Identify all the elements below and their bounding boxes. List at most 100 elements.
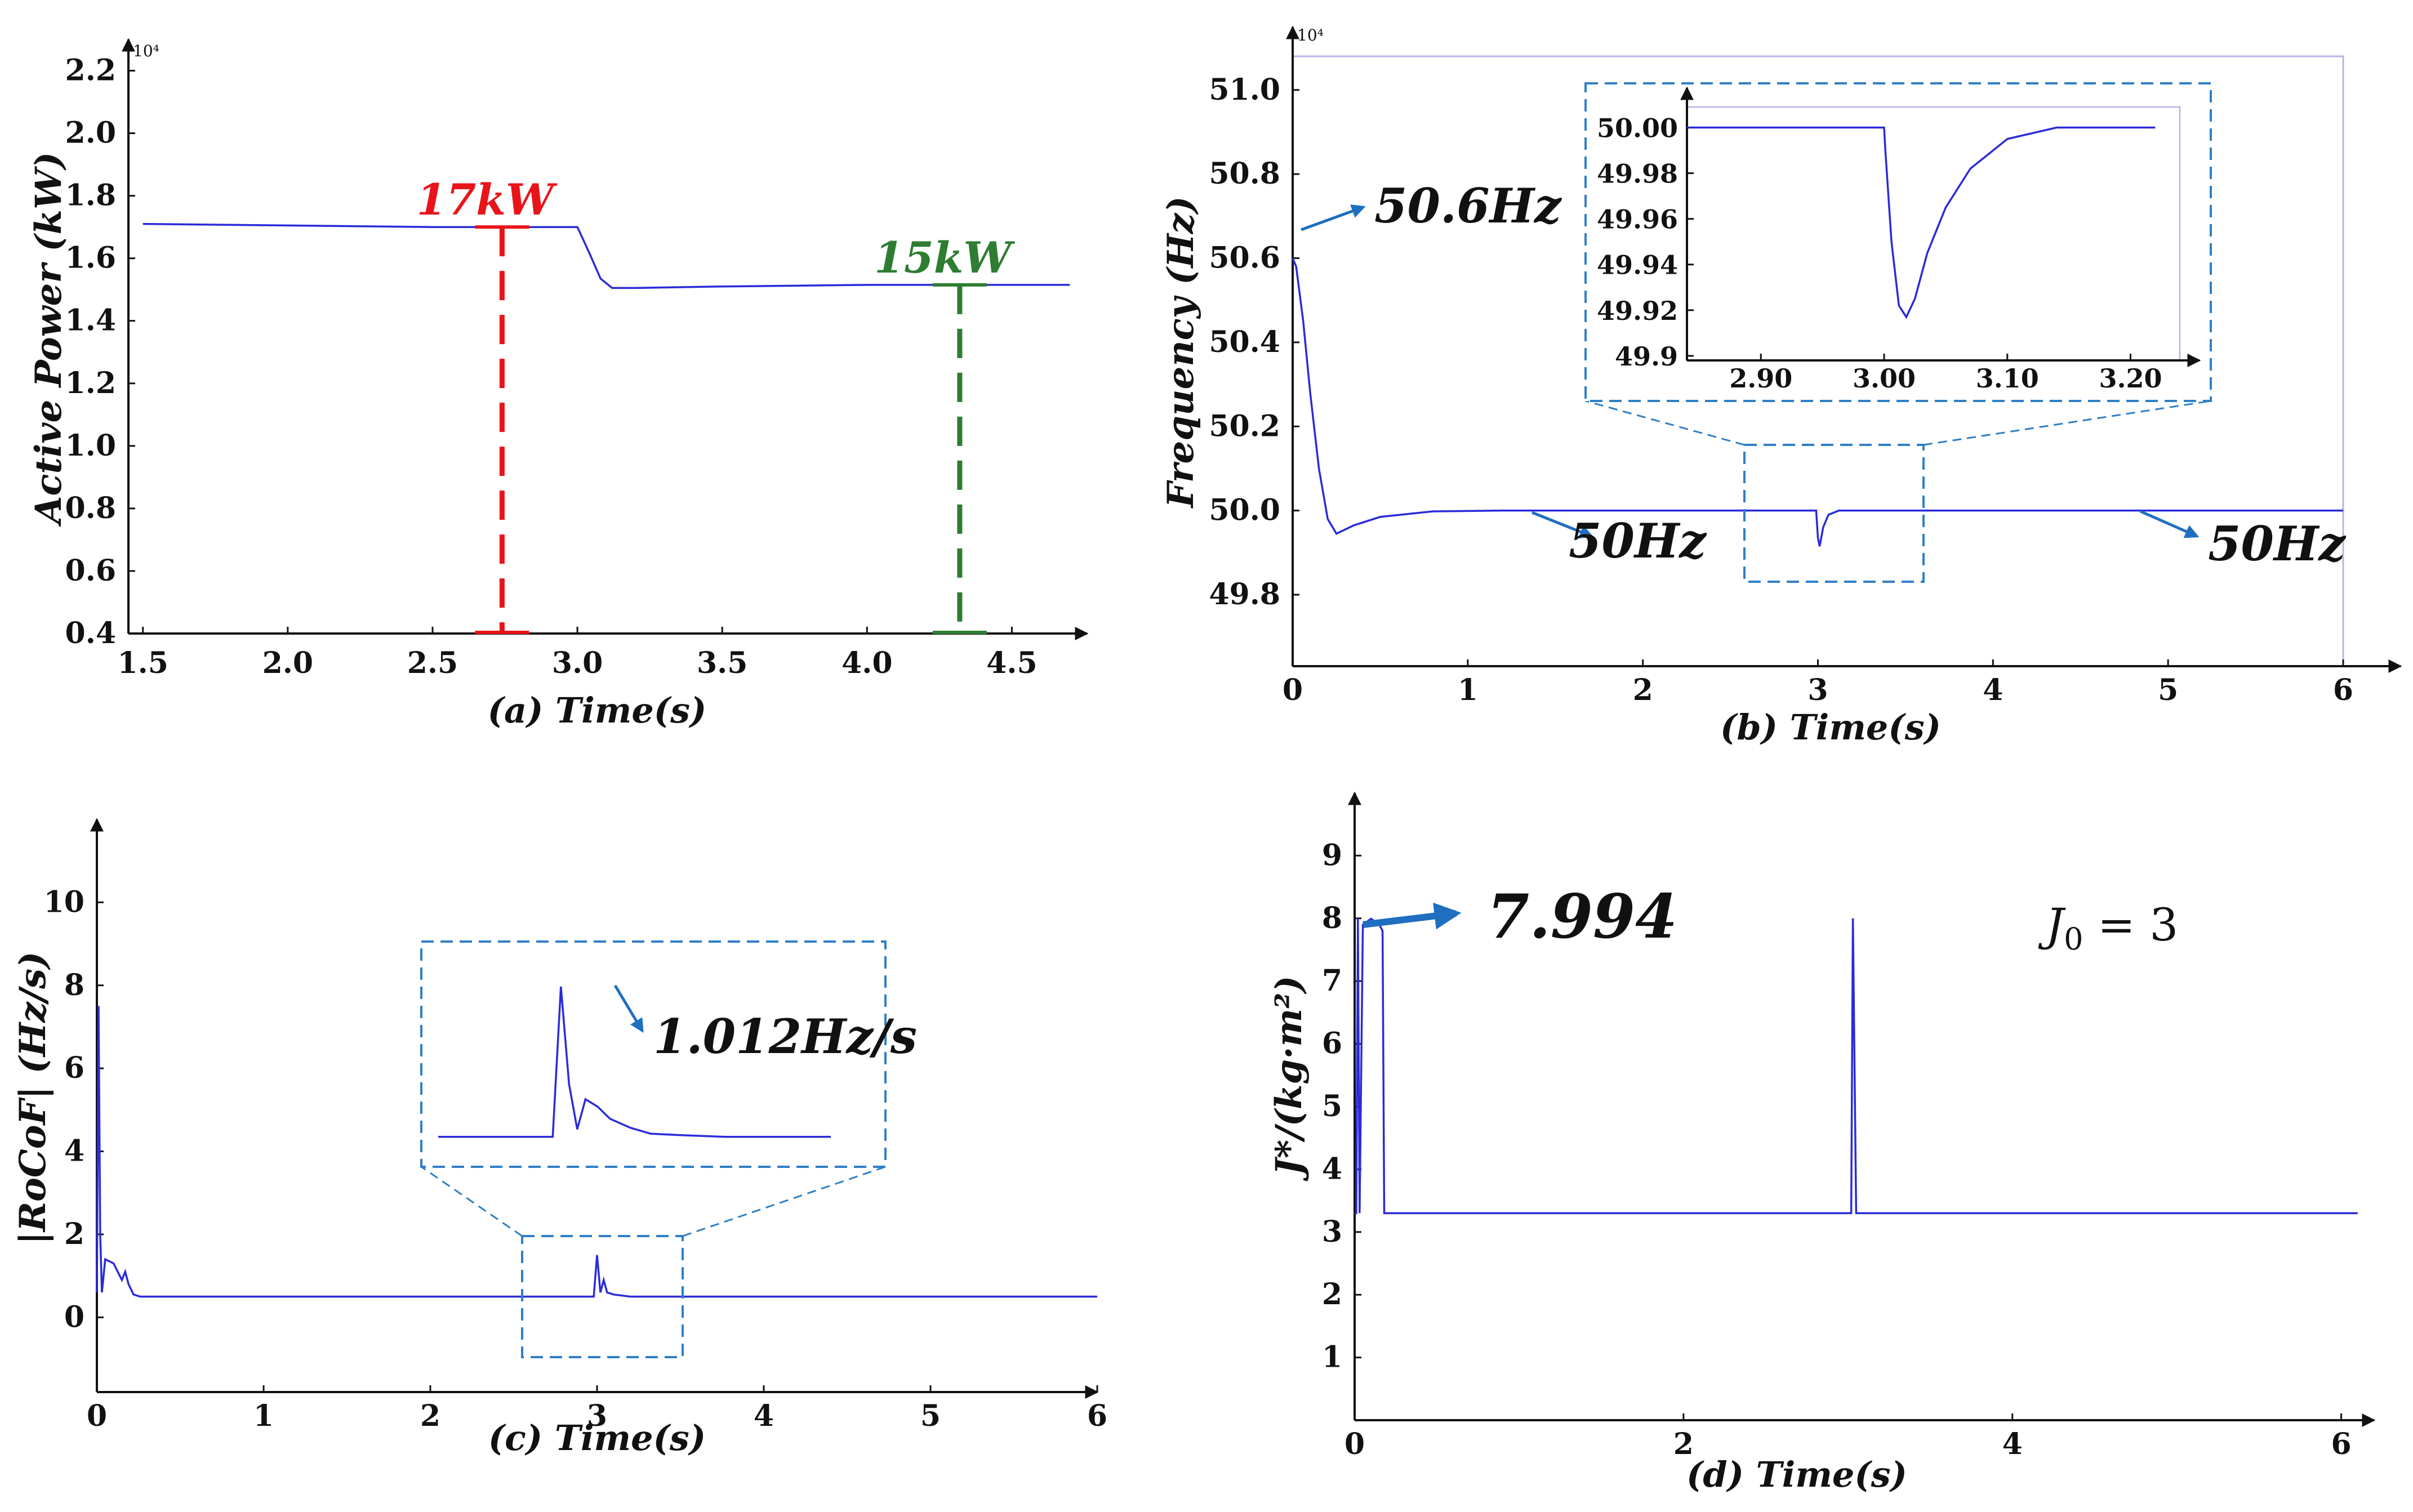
panel-b: 10⁴ 0 1 2 3 4 5 6 49.8 50.0 50.2 50.4 50.6 50.8 51.0… xyxy=(1160,25,2402,748)
panel-b-inset-frame xyxy=(1584,82,2212,402)
panel-a-y-multiplier: 10⁴ xyxy=(133,42,159,60)
panel-a-y-tick-label: 1.6 xyxy=(65,241,116,275)
panel-a-x-tick-label: 4.5 xyxy=(986,646,1037,680)
panel-d-peak-arrow xyxy=(1363,902,1462,930)
panel-b-inset-x-tick-label: 3.20 xyxy=(2099,363,2162,394)
panel-c-y-tick-label: 2 xyxy=(64,1217,84,1251)
panel-d-x-ticks: 0 2 4 6 xyxy=(1344,1413,2352,1461)
panel-b-annotation-steady-2: 50Hz xyxy=(2208,516,2347,572)
panel-d-y-tick-label: 1 xyxy=(1322,1340,1342,1375)
panel-b-y-tick-label: 50.4 xyxy=(1209,325,1280,359)
panel-c: 0 1 2 3 4 5 6 0 2 4 6 8 10 1.012Hz/s |RoCoF| (Hz/s)… xyxy=(12,818,1107,1459)
panel-d-y-tick-label: 3 xyxy=(1322,1215,1342,1249)
panel-c-zoom-region xyxy=(521,1235,684,1358)
panel-b-steady-arrow-2 xyxy=(2139,510,2200,538)
panel-b-x-tick-label: 0 xyxy=(1283,673,1303,707)
panel-d-y-tick-label: 9 xyxy=(1322,838,1342,872)
panel-b-peak-arrow xyxy=(1301,204,1366,231)
panel-a-x-tick-label: 2.5 xyxy=(407,646,458,680)
panel-d-y-tick-label: 8 xyxy=(1322,901,1342,935)
panel-a-x-tick-label: 4.0 xyxy=(842,646,892,680)
panel-d-y-label: J*/(kg·m²) xyxy=(1268,976,1310,1182)
panel-b-inset-x-tick-label: 3.00 xyxy=(1853,363,1916,394)
panel-a-x-ticks: 1.5 2.0 2.5 3.0 3.5 4.0 4.5 xyxy=(117,627,1038,680)
panel-d-x-tick-label: 6 xyxy=(2331,1427,2352,1461)
panel-b-y-tick-label: 50.6 xyxy=(1209,241,1280,275)
panel-b-x-tick-label: 6 xyxy=(2333,673,2353,707)
panel-c-x-tick-label: 2 xyxy=(420,1399,440,1433)
panel-a-y-ticks: 0.4 0.6 0.8 1.0 1.2 1.4 1.6 1.8 2.0 2.2 xyxy=(65,53,135,650)
panel-a-y-tick-label: 0.6 xyxy=(65,554,116,588)
panel-b-inset-y-tick-label: 49.94 xyxy=(1597,250,1678,280)
panel-d-x-tick-label: 4 xyxy=(2002,1427,2023,1461)
panel-d-y-ticks: 1 2 3 4 5 6 7 8 9 xyxy=(1322,838,1361,1375)
panel-d: 0 2 4 6 1 2 3 4 5 6 7 8 9 7.994 J0 = 3 J*/(kg·m²) (… xyxy=(1268,791,2376,1495)
panel-b-y-tick-label: 51.0 xyxy=(1209,73,1280,107)
panel-a-x-tick-label: 1.5 xyxy=(117,646,168,680)
panel-b-x-tick-label: 2 xyxy=(1633,673,1653,707)
panel-a-y-tick-label: 1.2 xyxy=(65,366,116,400)
panel-b-annotation-peak: 50.6Hz xyxy=(1374,178,1562,234)
panel-b-y-multiplier: 10⁴ xyxy=(1297,26,1324,44)
panel-b-inset-y-tick-label: 50.00 xyxy=(1597,113,1678,143)
panel-c-x-tick-label: 4 xyxy=(754,1399,774,1433)
panel-d-x-tick-label: 2 xyxy=(1673,1427,1694,1461)
panel-c-zoom-connector-left xyxy=(421,1166,523,1237)
panel-c-y-tick-label: 0 xyxy=(64,1300,84,1334)
panel-b-inset-y-tick-label: 49.9 xyxy=(1615,341,1678,372)
panel-d-y-tick-label: 2 xyxy=(1322,1277,1342,1312)
panel-a-marker-label: 17kW xyxy=(416,175,557,225)
panel-a-y-tick-label: 1.8 xyxy=(65,179,116,213)
panel-b-x-tick-label: 5 xyxy=(2158,673,2178,707)
panel-d-caption: (d) Time(s) xyxy=(1686,1454,1907,1495)
panel-b-inset-y-tick-label: 49.98 xyxy=(1597,159,1678,189)
panel-c-zoom-connector-right xyxy=(682,1166,886,1237)
panel-c-x-tick-label: 3 xyxy=(587,1399,607,1433)
panel-d-y-tick-label: 5 xyxy=(1322,1089,1342,1123)
panel-c-x-tick-label: 6 xyxy=(1087,1399,1107,1433)
panel-c-inset: 1.012Hz/s xyxy=(420,940,917,1168)
panel-b-x-tick-label: 1 xyxy=(1458,673,1478,707)
panel-c-inset-frame xyxy=(420,940,887,1168)
panel-a-x-tick-label: 3.0 xyxy=(552,646,603,680)
panel-c-x-tick-label: 1 xyxy=(253,1399,274,1433)
panel-c-peak-arrow xyxy=(613,984,644,1033)
panel-a-y-tick-label: 2.2 xyxy=(65,53,116,88)
panel-a-y-tick-label: 0.4 xyxy=(65,616,116,650)
panel-a-y-label: Active Power (kW) xyxy=(28,152,70,527)
panel-b-x-ticks: 0 1 2 3 4 5 6 xyxy=(1283,659,2353,707)
panel-d-y-tick-label: 4 xyxy=(1322,1152,1342,1186)
panel-a-marker-label: 15kW xyxy=(874,233,1015,283)
panel-a-markers: 17kW 15kW xyxy=(416,175,1015,634)
panel-d-inertia-line xyxy=(1355,917,2358,1215)
panel-c-y-ticks: 0 2 4 6 8 10 xyxy=(44,885,104,1334)
panel-b-y-tick-label: 50.0 xyxy=(1209,493,1280,528)
panel-a-y-tick-label: 0.8 xyxy=(65,491,116,525)
panel-a-x-tick-label: 2.0 xyxy=(262,646,313,680)
panel-b-inset-y-tick-label: 49.96 xyxy=(1597,204,1678,235)
panel-b-inset: 2.90 3.00 3.10 3.20 49.949.9249.9449.9649.9… xyxy=(1584,82,2212,402)
panel-c-rocof-line xyxy=(96,1006,1097,1298)
panel-c-y-tick-label: 8 xyxy=(64,968,84,1002)
panel-c-y-tick-label: 6 xyxy=(64,1051,84,1085)
panel-c-y-tick-label: 4 xyxy=(64,1134,84,1168)
panel-c-inset-rocof-line xyxy=(438,986,831,1138)
panel-a-y-tick-label: 2.0 xyxy=(65,116,116,150)
panel-d-y-tick-label: 6 xyxy=(1322,1027,1342,1061)
panel-c-x-ticks: 0 1 2 3 4 5 6 xyxy=(87,1385,1107,1433)
panel-b-inset-x-tick-label: 2.90 xyxy=(1729,363,1792,394)
panel-c-y-tick-label: 10 xyxy=(44,885,84,919)
panel-c-annotation-peak: 1.012Hz/s xyxy=(653,1009,917,1064)
panel-b-inset-y-ticks: 49.9 49.92 49.94 49.96 49.98 50.00 xyxy=(1597,113,1694,372)
panel-c-x-tick-label: 0 xyxy=(87,1399,107,1433)
panel-b-y-tick-label: 50.8 xyxy=(1209,157,1280,191)
panel-a-x-tick-label: 3.5 xyxy=(697,646,747,680)
panel-c-x-tick-label: 5 xyxy=(920,1399,941,1433)
panel-b-inset-frequency-line xyxy=(1687,126,2156,319)
panel-b-inset-y-tick-label: 49.92 xyxy=(1597,296,1678,326)
panel-c-y-label: |RoCoF| (Hz/s) xyxy=(12,952,54,1245)
panel-b-zoom-connector-left xyxy=(1585,400,1745,446)
panel-a-y-tick-label: 1.0 xyxy=(65,429,116,463)
panel-b-x-tick-label: 4 xyxy=(1983,673,2003,707)
